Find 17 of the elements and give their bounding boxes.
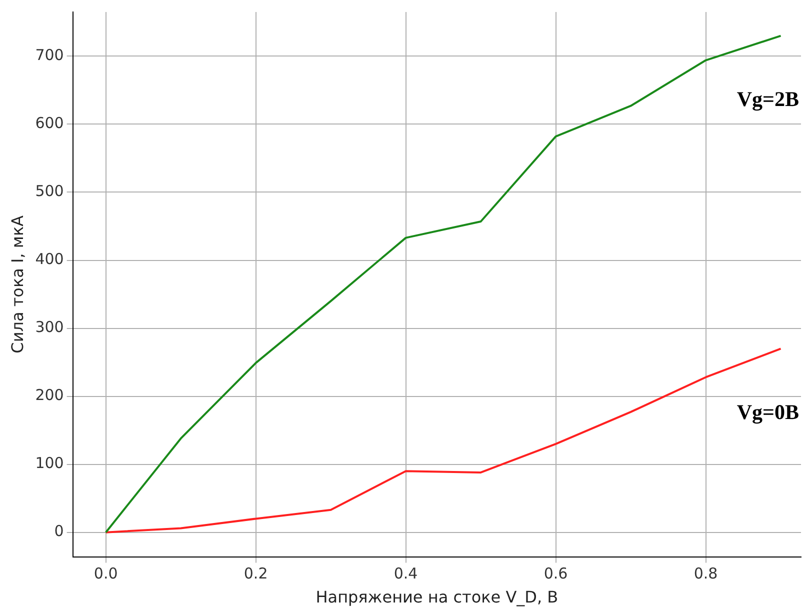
x-tick-label: 0.0 bbox=[94, 564, 118, 583]
y-tick-label: 400 bbox=[35, 250, 64, 268]
y-tick-label: 200 bbox=[35, 386, 64, 404]
y-tick-label: 500 bbox=[35, 182, 64, 200]
x-tick-label: 0.6 bbox=[544, 564, 568, 583]
y-tick-label: 0 bbox=[54, 522, 64, 540]
series-label: Vg=0B bbox=[736, 400, 799, 424]
series-label: Vg=2B bbox=[736, 87, 799, 112]
y-tick-label: 300 bbox=[35, 318, 64, 336]
y-tick-label: 700 bbox=[35, 46, 64, 64]
x-tick-label: 0.8 bbox=[694, 564, 718, 583]
x-axis-title: Напряжение на стоке V_D, В bbox=[316, 588, 558, 607]
y-tick-label: 600 bbox=[35, 114, 64, 132]
y-tick-label: 100 bbox=[35, 454, 64, 472]
y-axis-title: Сила тока I, мкА bbox=[8, 215, 27, 354]
x-tick-label: 0.4 bbox=[394, 564, 418, 583]
x-tick-label: 0.2 bbox=[244, 564, 268, 583]
